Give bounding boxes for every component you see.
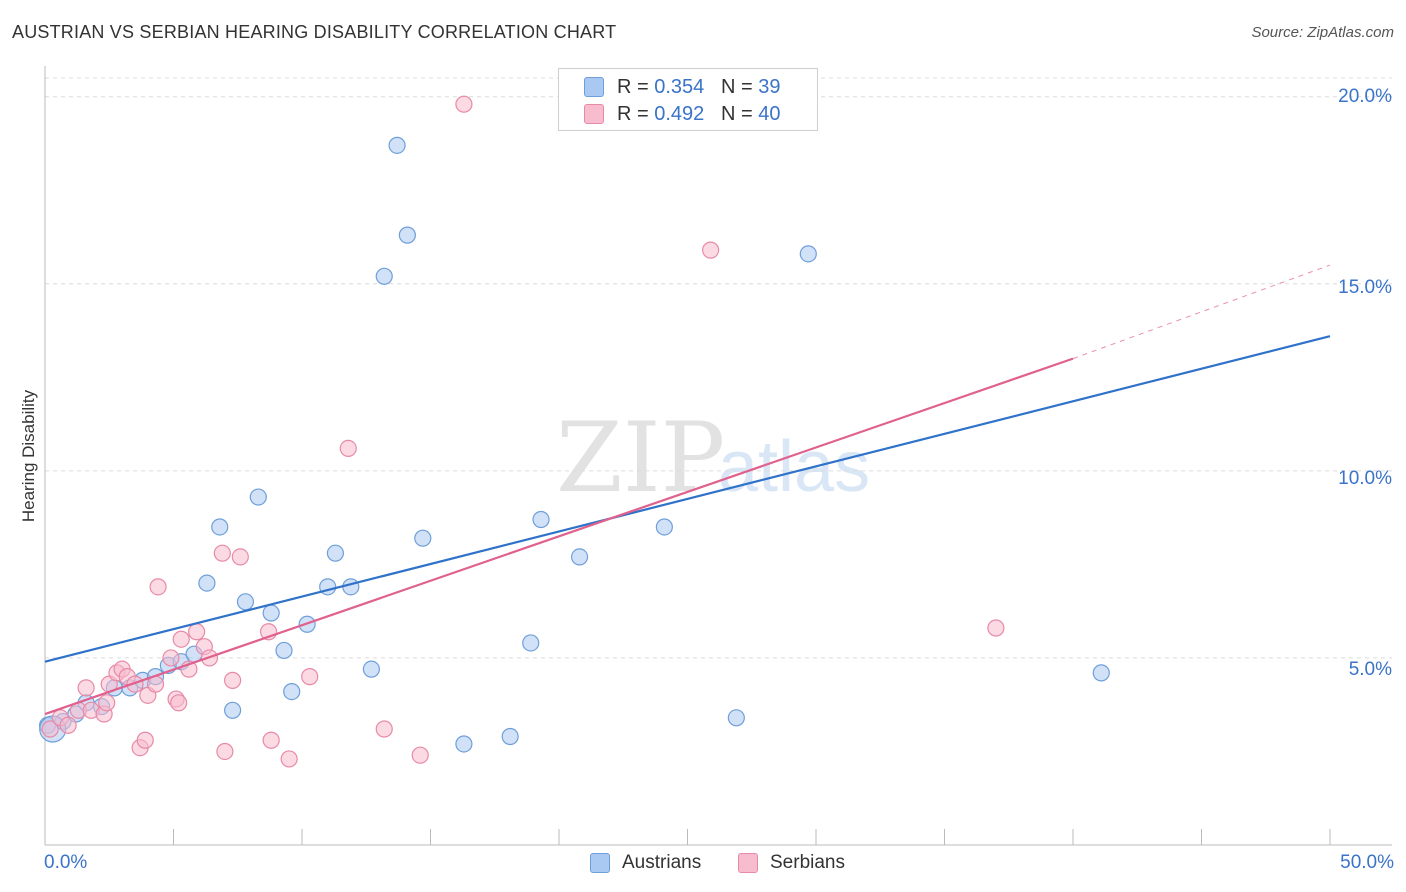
legend-swatch-austrians [584, 77, 604, 97]
y-axis-label: Hearing Disability [19, 389, 38, 523]
legend-n-value: 40 [758, 102, 781, 125]
legend-n-label: N = [720, 75, 759, 98]
legend-r-value: 0.492 [654, 102, 705, 125]
serbians-point [280, 750, 298, 768]
serbians-point [77, 679, 95, 697]
austrians-point [799, 245, 817, 263]
austrians-point [362, 660, 380, 678]
serbians-point [224, 671, 242, 689]
austrians-point [655, 518, 673, 536]
serbians-points [41, 95, 1005, 768]
watermark-atlas: atlas [718, 427, 870, 507]
trend-lines [44, 264, 1331, 716]
austrians-point [236, 593, 255, 611]
serbians-trend-line [44, 357, 1074, 716]
austrians-point [275, 641, 293, 660]
legend-r-value: 0.354 [654, 75, 705, 98]
austrians-point [501, 727, 519, 746]
legend-row-serbians: R = 0.492 N = 40 [584, 102, 781, 126]
gridlines [45, 77, 1392, 659]
legend-item-serbians[interactable]: Serbians [738, 852, 845, 874]
y-tick-label-20: 20.0% [1338, 86, 1392, 107]
serbians-swatch [738, 853, 758, 873]
austrians-point [249, 488, 267, 506]
legend-r-label: R = [617, 75, 655, 98]
serbians-point [455, 95, 473, 113]
serbians-trend-extension [1072, 264, 1331, 360]
x-tick-label-max: 50.0% [1340, 852, 1394, 873]
serbians-point [126, 675, 144, 693]
serbians-point [987, 619, 1005, 637]
serbians-point [98, 694, 116, 712]
serbians-point [162, 649, 180, 667]
y-tick-label-15: 15.0% [1338, 277, 1392, 298]
serbians-point [231, 548, 249, 566]
austrians-point [262, 604, 280, 622]
austrians-point [532, 510, 550, 529]
austrians-point [1092, 664, 1110, 682]
y-tick-label-5: 5.0% [1348, 659, 1392, 680]
serbians-point [702, 241, 720, 259]
legend-r-label: R = [617, 102, 655, 125]
serbians-point [216, 742, 234, 761]
austrians-point [727, 709, 745, 727]
serbians-point [375, 720, 393, 738]
serbians-point [136, 731, 154, 749]
austrians-trend-line [44, 335, 1331, 663]
watermark-zip: ZIP [556, 402, 725, 514]
austrians-point [211, 518, 229, 536]
legend-item-austrians[interactable]: Austrians [590, 852, 701, 874]
serbians-point [59, 716, 77, 734]
serbians-point [301, 668, 319, 686]
austrians-point [522, 634, 540, 652]
austrians-point [326, 544, 345, 562]
austrians-point [198, 574, 216, 592]
source-credit: Source: ZipAtlas.com [1251, 24, 1394, 41]
austrians-point [414, 529, 432, 547]
serbians-point [188, 623, 206, 641]
austrians-point [388, 136, 406, 154]
austrians-point [342, 578, 360, 596]
serbians-point [262, 731, 280, 749]
austrians-swatch [590, 853, 610, 873]
y-tick-label-10: 10.0% [1338, 468, 1392, 489]
serbians-point [213, 544, 231, 562]
legend-swatch-serbians [584, 104, 604, 124]
watermark: ZIP atlas [556, 402, 870, 514]
axes [44, 66, 1392, 846]
austrians-point [398, 226, 416, 244]
austrians-label: Austrians [622, 852, 702, 873]
serbians-point [411, 746, 429, 764]
legend-n-label: N = [720, 102, 759, 125]
austrians-point [224, 701, 242, 719]
austrians-point [570, 548, 589, 566]
stats-legend: R = 0.354 N = 39 R = 0.492 N = 40 [558, 68, 818, 131]
serbians-point [339, 439, 357, 458]
serbians-label: Serbians [770, 852, 845, 873]
x-tick-label-min: 0.0% [44, 852, 88, 873]
serbians-point [172, 630, 190, 648]
chart-title: AUSTRIAN VS SERBIAN HEARING DISABILITY C… [12, 22, 617, 42]
serbians-point [149, 578, 167, 596]
austrians-point [375, 267, 393, 285]
serbians-point [170, 694, 188, 712]
serbians-point [41, 720, 59, 738]
legend-row-austrians: R = 0.354 N = 39 [584, 75, 781, 99]
legend-n-value: 39 [758, 75, 781, 98]
austrians-point [455, 735, 473, 753]
austrians-point [283, 682, 301, 701]
